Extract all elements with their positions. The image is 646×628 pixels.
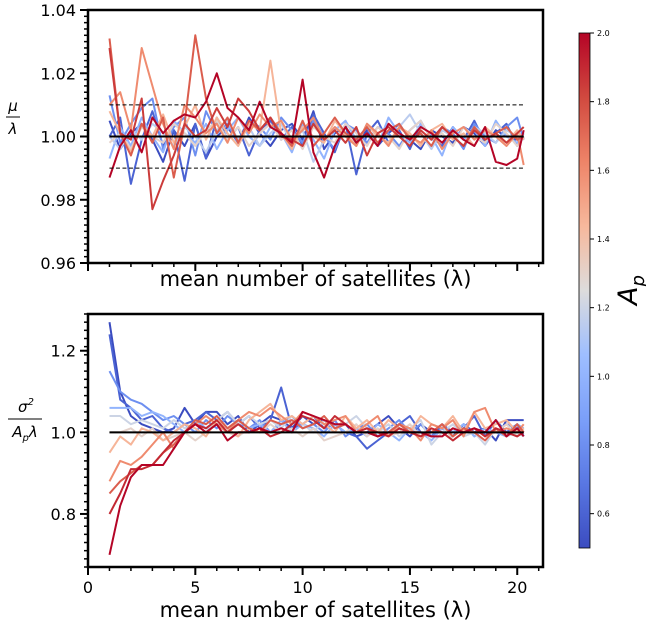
y-tick-label: 1.2 <box>51 342 76 361</box>
y-tick-label: 1.04 <box>40 1 76 20</box>
bottom-axis-ticks: 0.8 1.0 1.2 0 5 10 15 20 <box>51 313 540 597</box>
colorbar-tick-label: 1.0 <box>597 372 610 381</box>
svg-text:σ2: σ2 <box>18 397 34 416</box>
top-axis-ticks: 0.96 0.98 1.00 1.02 1.04 <box>40 1 540 273</box>
colorbar-tick-label: 1.4 <box>597 235 610 244</box>
colorbar-tick-label: 0.6 <box>597 510 610 519</box>
colorbar: 0.6 0.8 1.0 1.2 1.4 1.6 1.8 2.0 Ap <box>578 29 646 549</box>
bottom-panel: 0.8 1.0 1.2 0 5 10 15 20 mean number of satelli… <box>8 312 545 622</box>
x-tick-label: 20 <box>507 578 527 597</box>
top-reference-lines <box>109 104 524 169</box>
x-tick-label: 10 <box>292 578 312 597</box>
series-line-0-9 <box>108 47 525 211</box>
bottom-ylabel: σ2 Apλ <box>8 397 42 444</box>
top-xlabel: mean number of satellites (λ) <box>160 267 472 291</box>
colorbar-tick-label: 1.2 <box>597 304 610 313</box>
x-tick-label: 15 <box>400 578 420 597</box>
svg-text:μ: μ <box>7 97 18 115</box>
colorbar-tick-label: 1.8 <box>597 98 610 107</box>
colorbar-ticks: 0.6 0.8 1.0 1.2 1.4 1.6 1.8 2.0 <box>590 29 610 519</box>
series-line-1-9 <box>108 415 525 515</box>
y-tick-label: 1.0 <box>51 423 76 442</box>
y-tick-label: 1.00 <box>40 128 76 147</box>
top-panel: 0.96 0.98 1.00 1.02 1.04 mean number of sate… <box>6 1 545 291</box>
top-series-group <box>108 34 525 211</box>
svg-text:Apλ: Apλ <box>11 423 38 444</box>
y-tick-label: 0.8 <box>51 505 76 524</box>
series-line-1-10 <box>108 410 525 556</box>
bottom-series-group <box>108 322 525 556</box>
series-line-0-7 <box>108 47 525 166</box>
top-ylabel: μ λ <box>6 97 20 138</box>
y-tick-label: 0.96 <box>40 254 76 273</box>
x-tick-label: 0 <box>83 578 93 597</box>
svg-text:λ: λ <box>8 120 18 138</box>
y-tick-label: 0.98 <box>40 191 76 210</box>
series-line-1-7 <box>108 406 525 482</box>
series-line-1-3 <box>109 406 525 442</box>
colorbar-tick-label: 0.8 <box>597 441 610 450</box>
x-tick-label: 5 <box>190 578 200 597</box>
svg-text:Ap: Ap <box>613 275 646 307</box>
bottom-axes-frame <box>86 312 545 569</box>
colorbar-gradient <box>578 32 591 549</box>
colorbar-tick-label: 2.0 <box>597 29 610 38</box>
y-tick-label: 1.02 <box>40 64 76 83</box>
colorbar-label: Ap <box>613 275 646 307</box>
bottom-xlabel: mean number of satellites (λ) <box>160 598 472 622</box>
series-line-0-10 <box>108 72 525 179</box>
colorbar-tick-label: 1.6 <box>597 166 610 175</box>
